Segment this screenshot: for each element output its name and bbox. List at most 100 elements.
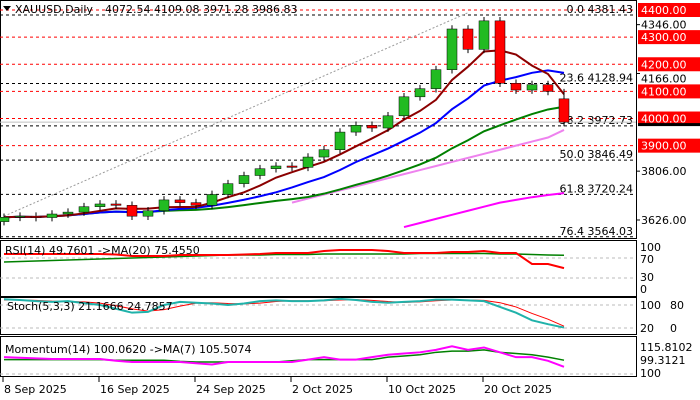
momentum-label: Momentum(14) 100.0620 ->MA(7) 105.5074	[5, 343, 252, 356]
bullish-candle	[142, 210, 154, 217]
momentum-level-label: 100	[640, 367, 661, 380]
panel-frame	[0, 240, 637, 297]
price-level-tag	[638, 57, 700, 72]
stoch-level-label: 80	[670, 299, 684, 312]
y-tick-label: 4166.00	[641, 72, 687, 85]
bearish-candle	[30, 215, 42, 218]
bearish-candle	[494, 20, 506, 84]
ma-magenta-line	[403, 192, 565, 229]
bearish-candle	[174, 199, 186, 203]
bearish-candle	[190, 202, 202, 206]
bullish-candle	[446, 28, 458, 70]
date-axis: 8 Sep 2025 16 Sep 2025 24 Sep 2025 2 Oct 20…	[2, 377, 552, 396]
rsi-label: RSI(14) 49.7601 ->MA(20) 75.4550	[5, 244, 200, 257]
stoch-k-line	[3, 297, 565, 329]
price-level-tag	[638, 138, 700, 153]
momentum-level-label: 99.3121	[640, 354, 686, 367]
price-level-label: 3900.00	[641, 140, 687, 153]
stoch-level-label: 20	[640, 322, 654, 335]
bullish-candle	[318, 149, 330, 158]
panel-frame	[0, 297, 637, 335]
bullish-candle	[46, 213, 58, 218]
fibonacci-label: 76.4 3564.03	[560, 225, 633, 238]
price-level-tag	[638, 84, 700, 99]
bullish-candle	[254, 168, 266, 176]
price-level-label: 4200.00	[641, 58, 687, 71]
bullish-candle	[222, 183, 234, 195]
current-price-marker	[638, 123, 700, 127]
bullish-candle	[238, 175, 250, 184]
y-tick-label: 3626.00	[641, 214, 687, 227]
y-tick-label: 3806.00	[641, 165, 687, 178]
bullish-candle	[302, 156, 314, 168]
price-level-tag	[638, 111, 700, 126]
price-level-label: 4000.00	[641, 113, 687, 126]
stoch-label: Stoch(5,3,3) 21.1666 24.7857	[7, 300, 173, 313]
stochastic-panel: 100 80 20 0	[0, 297, 684, 335]
main-price-panel: 4400.00 4300.00 4200.00 4100.00 4000.00 3900.…	[0, 0, 700, 377]
bullish-candle	[158, 199, 170, 212]
panel-frame	[0, 0, 637, 239]
stoch-level-label: 0	[670, 322, 677, 335]
price-level-label: 4300.00	[641, 31, 687, 44]
ohlc-readout: 4072.54 4109.08 3971.28 3986.83	[105, 3, 297, 16]
bullish-candle	[414, 88, 426, 98]
bullish-candle	[398, 96, 410, 117]
ma-mid-line	[3, 69, 565, 219]
fibonacci-label: 38.2 3972.73	[560, 114, 633, 127]
date-tick-label: 8 Sep 2025	[4, 383, 67, 396]
date-tick-label: 24 Sep 2025	[196, 383, 266, 396]
fibonacci-label: 50.0 3846.49	[560, 148, 633, 161]
symbol-label: XAUUSD,Daily	[15, 3, 93, 16]
fibonacci-label: 0.0 4381.43	[567, 3, 633, 16]
bearish-candle	[462, 28, 474, 50]
fibonacci-label: 61.8 3720.24	[560, 182, 633, 195]
price-level-tag	[638, 30, 700, 45]
date-tick-label: 20 Oct 2025	[484, 383, 552, 396]
bullish-candle	[78, 206, 90, 213]
momentum-line	[3, 345, 565, 368]
rsi-level-label: 70	[640, 253, 654, 266]
panel-frame	[0, 336, 637, 377]
rsi-level-label: 30	[640, 271, 654, 284]
y-tick-label: 4346.00	[641, 19, 687, 32]
bullish-candle	[382, 115, 394, 129]
rsi-line	[4, 249, 565, 270]
bearish-candle	[366, 125, 378, 129]
bullish-candle	[14, 215, 26, 218]
bullish-candle	[350, 125, 362, 133]
price-level-label: 4400.00	[641, 4, 687, 17]
date-tick-label: 2 Oct 2025	[292, 383, 353, 396]
trendline	[3, 12, 469, 217]
bullish-candle	[62, 211, 74, 215]
rsi-ma-line	[3, 252, 565, 263]
bullish-candle	[206, 194, 218, 206]
ma-long-line	[3, 105, 565, 219]
bullish-candle	[0, 217, 10, 222]
date-tick-label: 10 Oct 2025	[388, 383, 456, 396]
bearish-candle	[542, 84, 554, 92]
bullish-candle	[270, 165, 282, 169]
rsi-level-label: 100	[640, 241, 661, 254]
bearish-candle	[510, 83, 522, 91]
fibonacci-label: 23.6 4128.94	[560, 72, 633, 85]
bullish-candle	[334, 131, 346, 150]
bullish-candle	[478, 20, 490, 50]
date-tick-label: 16 Sep 2025	[100, 383, 170, 396]
price-level-tag	[638, 3, 700, 17]
momentum-level-label: 115.8102	[640, 341, 693, 354]
bearish-candle	[110, 203, 122, 206]
ma-short-line	[3, 49, 565, 219]
bearish-candle	[558, 98, 570, 123]
bullish-candle	[94, 203, 106, 207]
collapse-triangle-icon[interactable]	[3, 6, 11, 11]
bearish-candle	[126, 205, 138, 217]
bullish-candle	[526, 84, 538, 91]
bearish-candle	[286, 165, 298, 168]
price-level-label: 4100.00	[641, 85, 687, 98]
rsi-level-label: 0	[640, 283, 647, 296]
bullish-candle	[430, 69, 442, 89]
